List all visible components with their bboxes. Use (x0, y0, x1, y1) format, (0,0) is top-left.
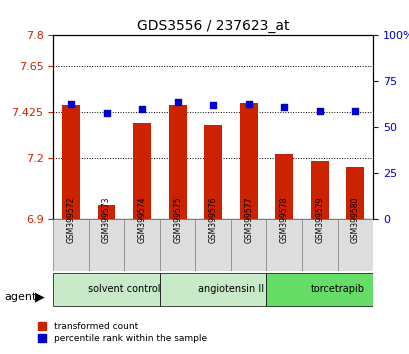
Bar (133, 123, 151, 219)
Text: angiotensin II: angiotensin II (198, 284, 263, 295)
Text: ▶: ▶ (35, 291, 44, 304)
FancyBboxPatch shape (53, 273, 160, 306)
FancyBboxPatch shape (337, 219, 372, 271)
Bar (97, 205, 115, 219)
Point (280, 104, 287, 110)
Text: GSM399577: GSM399577 (244, 196, 253, 242)
Text: GSM399579: GSM399579 (315, 196, 324, 242)
Text: GSM399576: GSM399576 (208, 196, 217, 242)
Bar (239, 103, 257, 219)
Bar (169, 105, 186, 219)
Text: solvent control: solvent control (88, 284, 160, 295)
Point (174, 99, 180, 104)
FancyBboxPatch shape (230, 219, 266, 271)
Point (245, 101, 252, 106)
FancyBboxPatch shape (160, 273, 266, 306)
FancyBboxPatch shape (160, 219, 195, 271)
Bar (62, 105, 80, 219)
FancyBboxPatch shape (301, 219, 337, 271)
Text: torcetrapib: torcetrapib (310, 284, 364, 295)
Text: agent: agent (4, 292, 36, 302)
FancyBboxPatch shape (89, 219, 124, 271)
Point (209, 103, 216, 108)
FancyBboxPatch shape (266, 273, 372, 306)
Title: GDS3556 / 237623_at: GDS3556 / 237623_at (137, 19, 289, 33)
Text: GSM399580: GSM399580 (350, 196, 359, 242)
FancyBboxPatch shape (266, 219, 301, 271)
Bar (275, 154, 292, 219)
Text: GSM399572: GSM399572 (66, 196, 75, 242)
Bar (204, 125, 222, 219)
Point (67, 101, 74, 106)
Point (351, 108, 358, 114)
Point (103, 110, 110, 115)
Text: GSM399578: GSM399578 (279, 196, 288, 242)
Bar (346, 167, 363, 219)
Point (316, 108, 322, 114)
FancyBboxPatch shape (195, 219, 230, 271)
Text: GSM399573: GSM399573 (102, 196, 111, 242)
FancyBboxPatch shape (53, 219, 89, 271)
Text: GSM399574: GSM399574 (137, 196, 146, 242)
Text: GSM399575: GSM399575 (173, 196, 182, 242)
Legend: transformed count, percentile rank within the sample: transformed count, percentile rank withi… (37, 322, 206, 343)
Bar (310, 161, 328, 219)
Point (139, 106, 145, 112)
FancyBboxPatch shape (124, 219, 160, 271)
